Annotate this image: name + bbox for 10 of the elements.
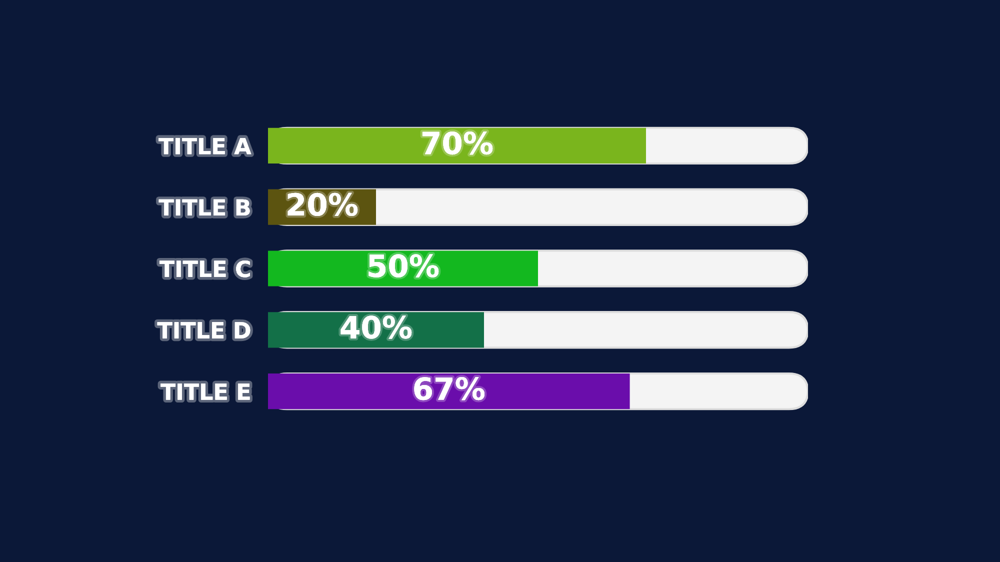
data-label: 40%	[340, 316, 412, 339]
y-tick-label: TITLE D	[157, 322, 250, 338]
data-label: 50%	[368, 254, 439, 278]
data-label: 20%	[288, 192, 358, 216]
y-tick-label: TITLE C	[159, 260, 250, 278]
y-tick-label: TITLE A	[158, 138, 252, 154]
y-tick-label: TITLE B	[158, 199, 250, 216]
y-tick-label: TITLE E	[160, 384, 250, 400]
data-label: 67%	[414, 377, 484, 400]
data-label: 70%	[422, 131, 493, 155]
